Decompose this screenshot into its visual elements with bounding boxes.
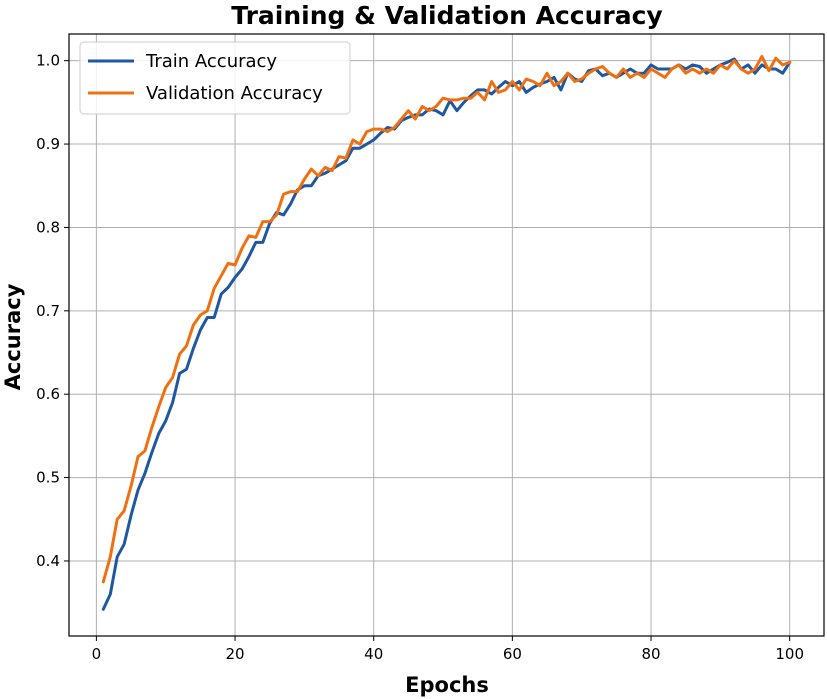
x-tick-label: 100 bbox=[775, 645, 804, 663]
series-lines bbox=[101, 55, 792, 611]
y-tick-label: 0.6 bbox=[36, 385, 60, 403]
y-tick-label: 0.8 bbox=[36, 218, 60, 236]
legend-label-train: Train Accuracy bbox=[145, 51, 277, 72]
legend-box bbox=[79, 41, 351, 115]
y-tick-label: 0.5 bbox=[36, 469, 60, 487]
chart-title: Training & Validation Accuracy bbox=[231, 1, 662, 30]
y-tick-label: 0.9 bbox=[36, 135, 60, 153]
grid-lines bbox=[69, 34, 824, 636]
legend-label-validation: Validation Accuracy bbox=[146, 83, 323, 104]
x-tick-label: 0 bbox=[92, 645, 102, 663]
legend: Train Accuracy Validation Accuracy bbox=[79, 41, 351, 115]
x-tick-label: 40 bbox=[364, 645, 383, 663]
series-line-validation bbox=[101, 55, 792, 584]
axis-ticks: 0 20 40 60 80 100 0.4 0.5 0.6 0.7 0.8 0.9 1.0 bbox=[36, 52, 804, 663]
y-tick-label: 0.7 bbox=[36, 302, 60, 320]
x-axis-label: Epochs bbox=[405, 673, 489, 697]
y-tick-label: 0.4 bbox=[36, 552, 60, 570]
y-tick-label: 1.0 bbox=[36, 52, 60, 70]
y-axis-label: Accuracy bbox=[1, 283, 25, 390]
x-tick-label: 80 bbox=[641, 645, 660, 663]
plot-frame bbox=[68, 33, 825, 637]
x-tick-label: 20 bbox=[225, 645, 244, 663]
x-tick-label: 60 bbox=[503, 645, 522, 663]
